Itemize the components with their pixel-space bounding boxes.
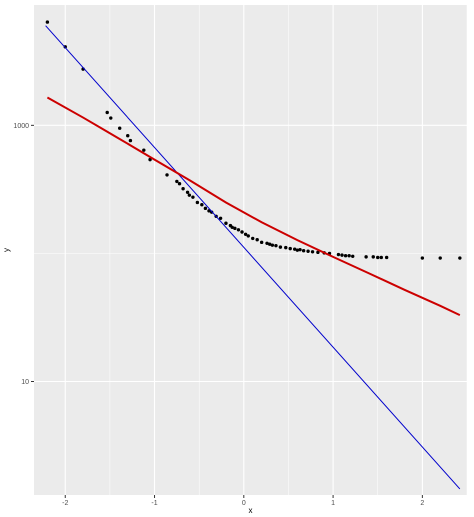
data-point — [233, 226, 237, 231]
y-axis-title: y — [2, 248, 11, 252]
data-point — [191, 195, 195, 199]
data-point — [298, 247, 302, 252]
data-point — [306, 249, 310, 253]
data-point — [203, 206, 208, 211]
data-point — [364, 255, 368, 259]
data-point — [265, 241, 269, 245]
data-point — [230, 225, 234, 229]
data-point — [316, 250, 320, 255]
data-point — [128, 138, 133, 143]
blue-fit-line — [45, 25, 461, 490]
data-point — [343, 253, 348, 258]
x-tick-label: 1 — [331, 500, 335, 507]
axis-ticks: -2 -1 0 1 2 10 1000 — [13, 123, 424, 507]
y-tick-label: 1000 — [13, 123, 29, 130]
data-point — [347, 253, 351, 258]
data-point — [187, 193, 192, 197]
grid-major — [34, 5, 467, 495]
data-point — [371, 255, 375, 259]
data-point — [243, 232, 248, 237]
x-tick-label: 2 — [420, 500, 424, 507]
data-point — [379, 255, 383, 260]
data-point — [240, 230, 244, 234]
data-point — [310, 250, 315, 254]
data-point — [259, 240, 264, 245]
data-point — [284, 245, 288, 250]
data-point — [246, 234, 250, 238]
data-point — [105, 110, 109, 115]
data-point — [420, 256, 425, 260]
data-point — [458, 256, 462, 260]
data-point — [336, 252, 341, 257]
data-point — [126, 134, 130, 138]
data-point — [292, 247, 297, 251]
data-point — [301, 249, 306, 253]
data-point — [181, 187, 185, 191]
grid-minor — [34, 5, 468, 495]
data-point — [224, 221, 228, 225]
red-fit-curve — [46, 96, 461, 317]
data-point — [118, 126, 122, 130]
data-point — [236, 228, 241, 232]
data-point — [177, 182, 182, 186]
data-point — [45, 20, 50, 24]
data-point — [109, 116, 113, 120]
plot-panel — [34, 5, 467, 495]
data-point — [175, 179, 179, 184]
data-point — [270, 243, 275, 247]
data-point — [148, 157, 152, 162]
data-point — [384, 255, 389, 260]
data-point — [351, 254, 355, 258]
data-point — [142, 148, 146, 152]
data-point — [251, 236, 255, 241]
data-marks — [45, 20, 462, 490]
data-point — [295, 248, 300, 252]
x-axis-title: x — [249, 506, 253, 515]
data-point — [255, 237, 259, 242]
data-point — [200, 203, 204, 207]
data-point — [218, 216, 223, 221]
data-point — [288, 246, 292, 251]
x-tick-label: 0 — [242, 500, 246, 507]
data-point — [185, 190, 190, 195]
data-point — [438, 256, 442, 260]
data-point — [195, 200, 200, 205]
data-point — [165, 173, 169, 177]
data-point — [376, 255, 380, 260]
y-tick-label: 10 — [21, 379, 29, 386]
data-point — [274, 243, 278, 248]
data-point — [278, 245, 283, 249]
x-tick-label: -2 — [62, 500, 68, 507]
data-point — [267, 242, 272, 246]
data-point — [340, 253, 344, 257]
x-tick-label: -1 — [151, 500, 157, 507]
